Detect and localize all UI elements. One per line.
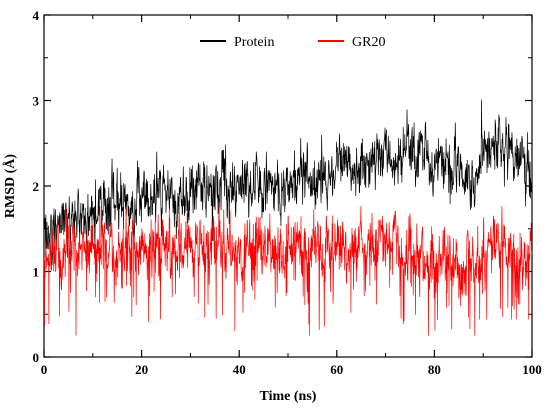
x-axis-title: Time (ns) xyxy=(260,389,317,404)
x-tick-label: 80 xyxy=(428,362,441,377)
x-tick-label: 0 xyxy=(41,362,48,377)
y-tick-label: 2 xyxy=(33,179,40,194)
x-tick-label: 20 xyxy=(135,362,148,377)
legend-label-gr20: GR20 xyxy=(352,35,385,50)
x-tick-label: 40 xyxy=(233,362,246,377)
y-tick-label: 0 xyxy=(33,350,40,365)
y-tick-label: 1 xyxy=(33,265,40,280)
x-tick-label: 60 xyxy=(330,362,343,377)
series-line-protein xyxy=(43,99,533,266)
axes-layer: 0 20 40 60 80 100 0 1 2 3 4 Time (ns) RMSD (Å) xyxy=(2,8,542,404)
y-axis-title: RMSD (Å) xyxy=(2,154,18,218)
y-tick-label: 4 xyxy=(33,8,40,23)
y-tick-label: 3 xyxy=(33,94,40,109)
legend-label-protein: Protein xyxy=(234,35,274,50)
data-layer xyxy=(43,99,533,336)
x-tick-label: 100 xyxy=(522,362,542,377)
series-line-gr20 xyxy=(43,202,533,336)
legend: Protein GR20 xyxy=(200,35,385,50)
